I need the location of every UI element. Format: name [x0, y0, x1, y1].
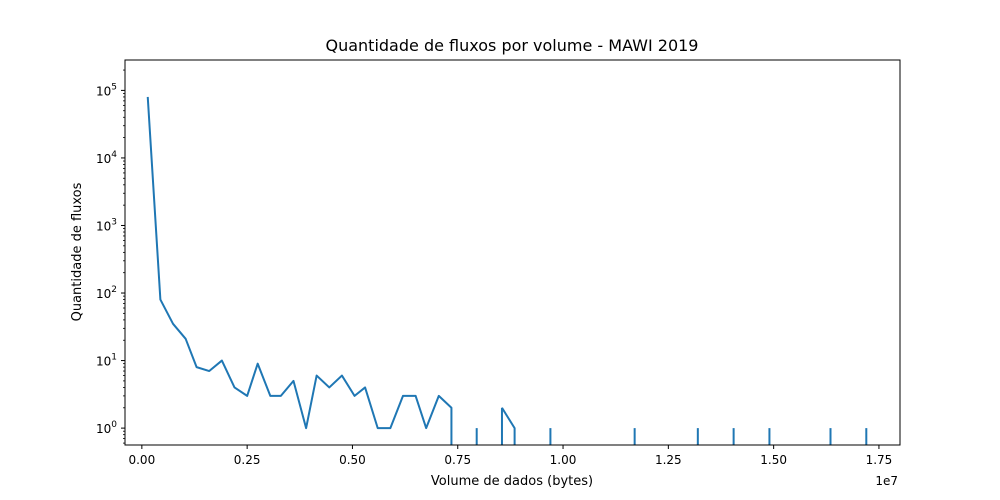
x-axis-ticks: 0.00 0.25 0.50 0.75 1.00 1.25 1.50 1.75 — [128, 445, 892, 467]
x-tick-label: 0.00 — [128, 453, 155, 467]
y-tick-label: 104 — [96, 150, 117, 166]
chart-title: Quantidade de fluxos por volume - MAWI 2… — [326, 36, 699, 55]
y-tick-label: 101 — [96, 353, 117, 369]
y-axis-ticks: 100 101 102 103 104 105 — [96, 69, 125, 444]
x-tick-label: 1.25 — [655, 453, 682, 467]
x-axis-label: Volume de dados (bytes) — [431, 474, 593, 489]
plot-marks — [146, 96, 868, 445]
x-tick-label: 0.75 — [444, 453, 471, 467]
series-line-segment-0 — [146, 96, 453, 445]
y-axis-label: Quantidade de fluxos — [70, 182, 85, 321]
x-tick-label: 1.50 — [760, 453, 787, 467]
x-tick-label: 0.25 — [234, 453, 261, 467]
x-tick-label: 1.75 — [866, 453, 893, 467]
x-tick-label: 1.00 — [550, 453, 577, 467]
x-offset-label: 1e7 — [875, 474, 898, 488]
y-tick-label: 105 — [96, 82, 117, 98]
series-line-segment-2 — [501, 407, 516, 445]
y-tick-label: 103 — [96, 217, 117, 233]
x-tick-label: 0.50 — [339, 453, 366, 467]
plot-frame — [124, 59, 901, 446]
y-tick-label: 100 — [96, 420, 117, 436]
y-tick-label: 102 — [96, 285, 117, 301]
